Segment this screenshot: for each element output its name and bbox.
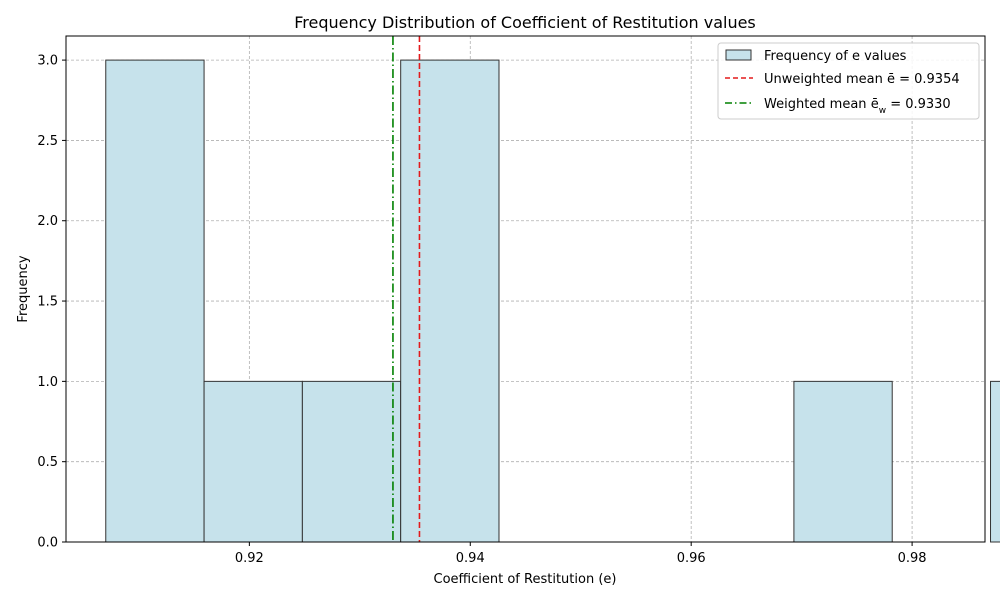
legend-bar-swatch [725, 49, 752, 61]
histogram-bar [400, 59, 500, 543]
y-tick-label: 3.0 [37, 54, 58, 69]
y-tick-label: 2.5 [37, 134, 58, 149]
histogram-bar [105, 59, 205, 543]
x-axis-label: Coefficient of Restitution (e) [434, 572, 617, 587]
y-tick-label: 0.5 [37, 455, 58, 470]
y-axis-label: Frequency [16, 255, 31, 322]
legend-frame [717, 42, 980, 120]
legend-label-frequency: Frequency of e values [764, 49, 907, 64]
y-tick-label: 2.0 [37, 214, 58, 229]
x-tick-label: 0.98 [898, 551, 927, 566]
histogram-bar [990, 380, 1000, 543]
bars-layer [105, 59, 1000, 543]
x-tick-label: 0.92 [235, 551, 264, 566]
plot-frame [65, 35, 986, 543]
mean-lines-layer [392, 36, 421, 542]
histogram-bar [793, 380, 893, 543]
legend-label-weighted: Weighted mean ēw = 0.9330 [764, 97, 951, 116]
y-tick-label: 1.5 [37, 295, 58, 310]
x-tick-label: 0.96 [677, 551, 706, 566]
legend: Frequency of e values Unweighted mean ē … [717, 42, 980, 120]
histogram-bar [203, 380, 303, 543]
histogram-bar [301, 380, 402, 543]
y-tick-label: 1.0 [37, 375, 58, 390]
axes-layer: 0.0 0.5 1.0 1.5 2.0 2.5 3.0 0.92 0.94 0.96 0.98 [37, 35, 986, 566]
chart-title: Frequency Distribution of Coefficient of… [294, 13, 756, 32]
x-tick-label: 0.94 [456, 551, 485, 566]
y-tick-label: 0.0 [37, 536, 58, 551]
legend-label-unweighted: Unweighted mean ē = 0.9354 [764, 72, 960, 87]
